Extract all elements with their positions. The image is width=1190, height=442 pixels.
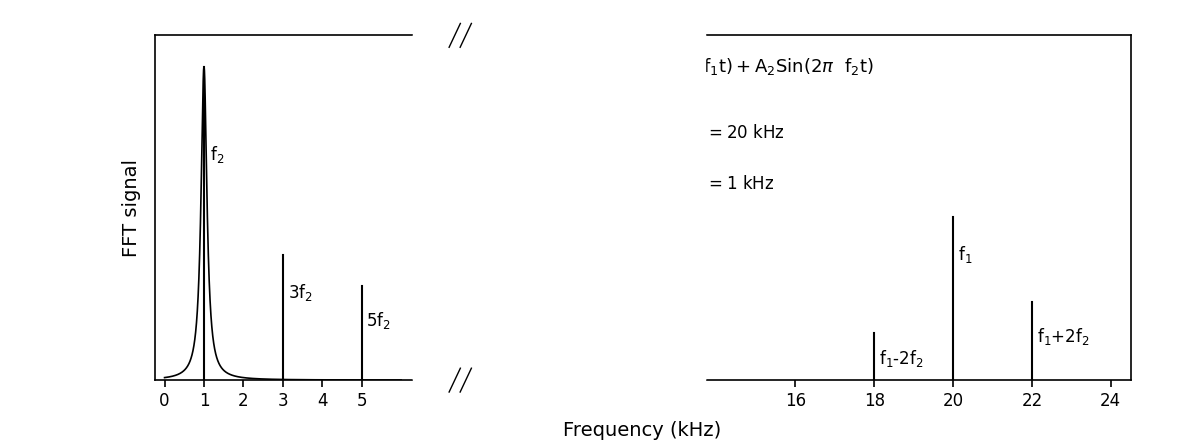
X-axis label: Frequency (kHz): Frequency (kHz) bbox=[564, 421, 721, 440]
Text: 3f$_2$: 3f$_2$ bbox=[288, 282, 313, 303]
Text: f$_1$-2f$_2$: f$_1$-2f$_2$ bbox=[879, 348, 923, 369]
Text: f$_1$: f$_1$ bbox=[958, 244, 972, 265]
Text: f$_1$+2f$_2$: f$_1$+2f$_2$ bbox=[1036, 326, 1089, 347]
Text: $A_1\mathregular{=0.5\ mT,\ f}_1\mathregular{=20\ kHz}$: $A_1\mathregular{=0.5\ mT,\ f}_1\mathreg… bbox=[580, 122, 785, 143]
Text: f$_2$: f$_2$ bbox=[209, 144, 224, 165]
Bar bbox=[413, 10, 704, 38]
Text: 5f$_2$: 5f$_2$ bbox=[367, 310, 392, 331]
Text: $B=A_1\mathregular{Sin(2}\pi\mathregular{\ \ f}_1\mathregular{t)+A}_2\mathregula: $B=A_1\mathregular{Sin(2}\pi\mathregular… bbox=[580, 56, 873, 77]
Bar bbox=[413, 377, 704, 405]
Y-axis label: FFT signal: FFT signal bbox=[121, 159, 140, 257]
Bar bbox=[413, 35, 704, 380]
Text: $A_2\mathregular{=5.0\ mT,\ f}_2\mathregular{=1\ kHz}$: $A_2\mathregular{=5.0\ mT,\ f}_2\mathreg… bbox=[580, 173, 775, 194]
